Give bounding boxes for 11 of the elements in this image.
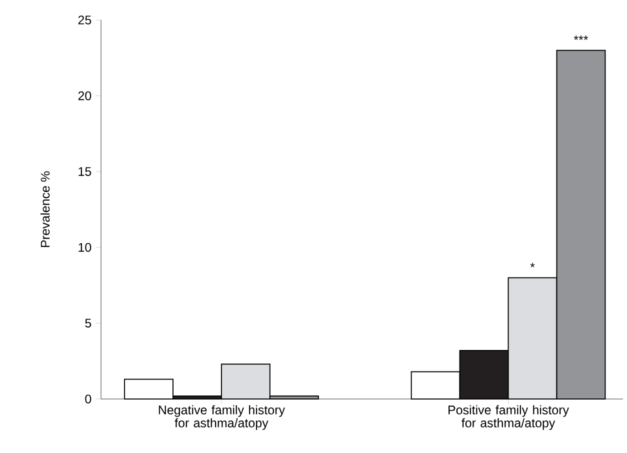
y-tick-label: 15 bbox=[78, 167, 92, 176]
annotation: *** bbox=[574, 36, 588, 40]
x-tick-label: Negative family history for asthma/atopy bbox=[158, 405, 285, 430]
y-tick-label: 0 bbox=[85, 394, 92, 404]
y-tick-label: 25 bbox=[78, 16, 92, 24]
x-tick-label: Positive family history for asthma/atopy bbox=[448, 405, 570, 430]
y-axis-title: Prevalence % bbox=[40, 171, 50, 248]
annotation: * bbox=[530, 262, 535, 268]
y-tick-label: 10 bbox=[78, 242, 92, 252]
y-tick-label: 20 bbox=[78, 91, 92, 100]
y-tick-label: 5 bbox=[85, 318, 92, 328]
